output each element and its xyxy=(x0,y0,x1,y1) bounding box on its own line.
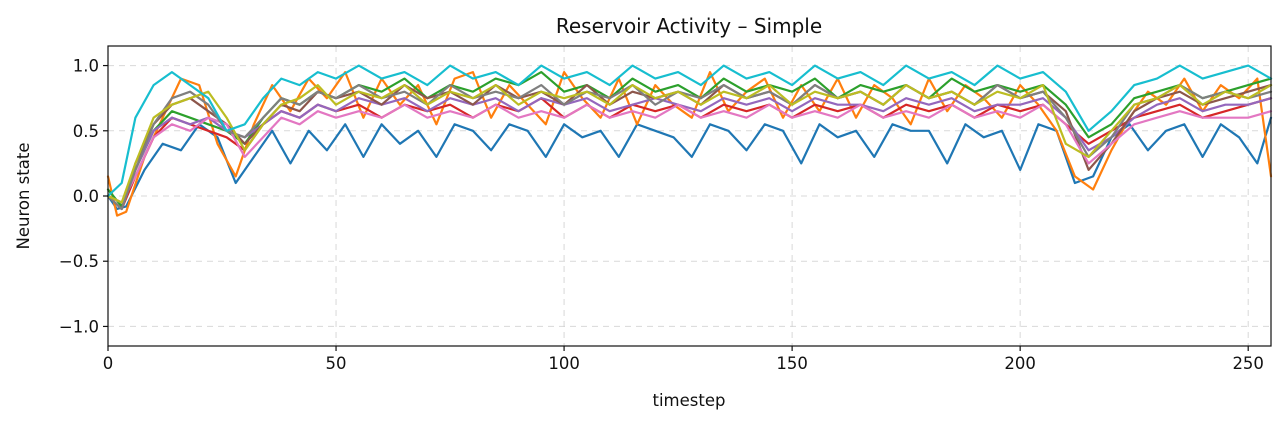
x-tick-label: 100 xyxy=(548,354,580,373)
series-line-9 xyxy=(106,64,1273,198)
x-tick-label: 50 xyxy=(326,354,347,373)
y-tick-label: 0.5 xyxy=(73,122,99,141)
y-tick-label: 0.0 xyxy=(73,187,99,206)
series-line-0 xyxy=(106,116,1273,211)
series-line-7 xyxy=(106,83,1273,211)
x-tick-label: 150 xyxy=(776,354,808,373)
series-layer xyxy=(106,64,1273,217)
tick-layer: 0 50 100 150 200 250 −1.0 −0.5 0.0 0.5 1.0 xyxy=(59,57,1264,373)
y-axis-label: Neuron state xyxy=(14,143,33,250)
y-tick-label: −1.0 xyxy=(59,317,99,336)
y-tick-label: −0.5 xyxy=(59,252,99,271)
x-tick-label: 250 xyxy=(1232,354,1264,373)
chart-title: Reservoir Activity – Simple xyxy=(556,14,822,38)
grid-layer xyxy=(107,46,1271,346)
x-axis-label: timestep xyxy=(653,391,726,410)
x-tick-label: 200 xyxy=(1004,354,1036,373)
series-line-8 xyxy=(106,83,1273,204)
series-line-1 xyxy=(106,70,1273,217)
x-tick-label: 0 xyxy=(103,354,114,373)
y-tick-label: 1.0 xyxy=(73,57,99,76)
series-line-6 xyxy=(106,103,1273,204)
